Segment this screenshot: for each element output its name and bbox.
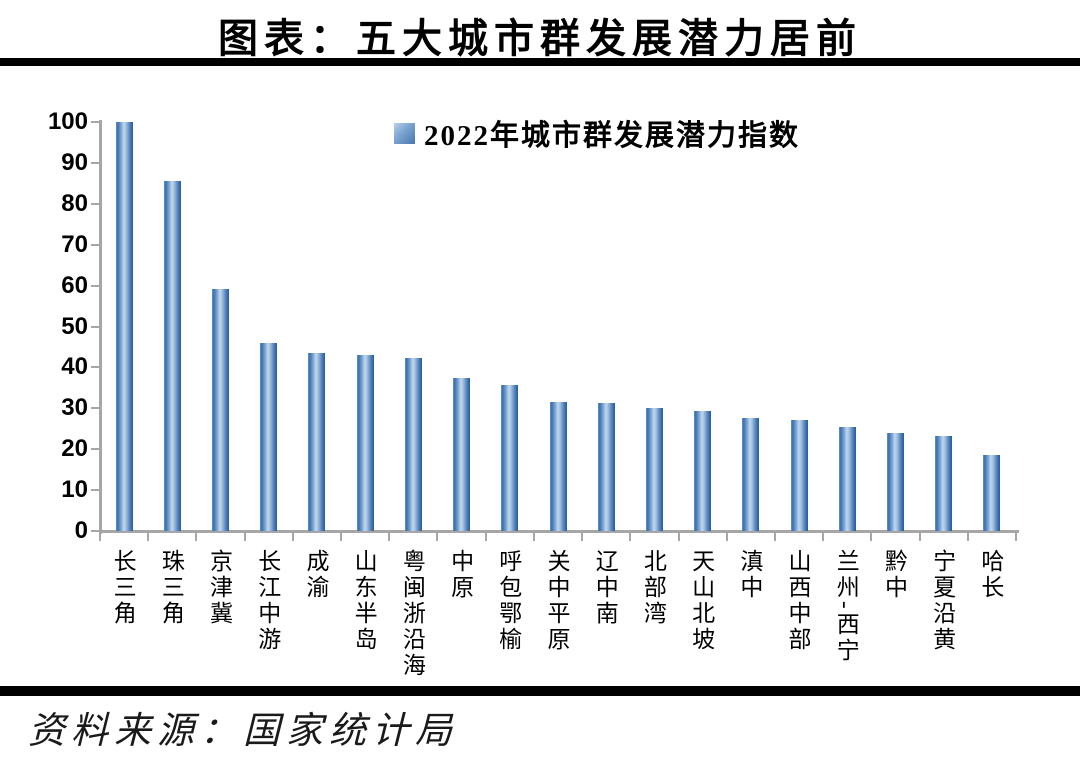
x-axis-tick-mark [581, 533, 584, 541]
bar [742, 418, 760, 531]
y-axis-tick-label: 20 [61, 435, 88, 463]
x-axis-category-label: 关中平原 [544, 549, 569, 653]
legend-marker-icon [394, 122, 415, 144]
y-axis-line [99, 120, 102, 534]
x-axis-tick-mark [822, 533, 825, 541]
x-axis-category-label: 京津冀 [206, 549, 232, 627]
x-axis-category-label: 兰州-西宁 [833, 549, 859, 664]
y-axis-tick-mark [91, 530, 100, 532]
x-axis-category-label: 长三角 [110, 549, 136, 627]
bar [501, 384, 519, 531]
y-axis-tick-mark [91, 121, 100, 123]
y-axis-tick-mark [91, 243, 100, 246]
x-axis-tick-mark [532, 533, 535, 541]
x-axis-category-label: 滇中 [736, 549, 762, 601]
y-axis-tick-mark [91, 407, 100, 410]
bar [838, 427, 856, 531]
x-axis-category-label: 珠三角 [158, 549, 184, 627]
page-title: 图表：五大城市群发展潜力居前 [218, 16, 862, 61]
bar [308, 353, 326, 531]
x-axis-tick-mark [340, 533, 343, 541]
x-axis-category-label: 宁夏沿黄 [929, 549, 955, 653]
bar [645, 408, 663, 531]
bar [260, 342, 278, 531]
y-axis-tick-label: 50 [61, 312, 88, 340]
bar [935, 436, 953, 531]
y-axis-tick-label: 80 [61, 189, 88, 217]
x-axis-tick-mark [629, 533, 632, 541]
y-axis-tick-label: 70 [61, 230, 88, 258]
x-axis-tick-mark [291, 533, 294, 541]
x-axis-category-label: 中原 [447, 549, 473, 601]
y-axis-tick-label: 30 [61, 394, 88, 422]
x-axis-category-label: 辽中南 [592, 549, 618, 627]
x-axis-tick-mark [918, 533, 921, 541]
y-axis-tick-mark [91, 284, 100, 287]
x-axis-tick-mark [99, 533, 101, 541]
x-axis-tick-mark [870, 533, 873, 541]
y-axis-tick-mark [91, 202, 100, 205]
bar [453, 377, 471, 531]
x-axis-tick-mark [1015, 533, 1017, 541]
x-axis-category-label: 北部湾 [640, 549, 666, 627]
x-axis-tick-mark [388, 533, 391, 541]
bar [404, 357, 422, 531]
y-axis-tick-mark [91, 325, 100, 328]
bar [886, 432, 904, 531]
x-axis-tick-mark [484, 533, 487, 541]
bar [790, 420, 808, 531]
y-axis-tick-label: 100 [47, 108, 88, 135]
legend-label: 2022年城市群发展潜力指数 [424, 120, 801, 152]
x-axis-category-label: 哈长 [977, 549, 1003, 601]
x-axis-category-label: 黔中 [881, 549, 907, 601]
bar [597, 402, 615, 531]
bar [983, 454, 1001, 531]
chart-legend: 2022年城市群发展潜力指数 [394, 112, 800, 154]
y-axis-tick-label: 10 [61, 476, 88, 504]
x-axis-category-label: 山西中部 [785, 549, 811, 653]
x-axis-category-label: 天山北坡 [688, 549, 714, 653]
bar [549, 401, 567, 531]
bar [115, 122, 133, 531]
x-axis-tick-mark [243, 533, 246, 541]
y-axis-tick-label: 0 [74, 517, 88, 544]
bar [163, 180, 181, 531]
x-axis-tick-mark [677, 533, 680, 541]
y-axis-tick-mark [91, 489, 100, 492]
source-note: 资料来源：国家统计局 [28, 711, 458, 752]
x-axis-line [99, 530, 1019, 533]
bar [694, 410, 712, 531]
bar [212, 289, 230, 531]
x-axis-tick-mark [725, 533, 728, 541]
y-axis-tick-label: 40 [61, 353, 88, 381]
x-axis-category-label: 山东半岛 [351, 549, 377, 653]
y-axis-tick-mark [91, 161, 100, 164]
x-axis-category-label: 粤闽浙沿海 [399, 549, 425, 679]
x-axis-tick-mark [436, 533, 439, 541]
x-axis-tick-mark [147, 533, 150, 541]
x-axis-category-label: 长江中游 [254, 549, 280, 653]
x-axis-category-label: 成渝 [302, 549, 328, 601]
y-axis-tick-label: 60 [61, 271, 88, 299]
x-axis-tick-mark [773, 533, 776, 541]
x-axis-tick-mark [195, 533, 198, 541]
x-axis-category-label: 呼包鄂榆 [495, 549, 521, 653]
y-axis-tick-mark [91, 366, 100, 369]
title-divider [0, 58, 1080, 66]
y-axis-tick-mark [91, 448, 100, 451]
x-axis-tick-mark [966, 533, 969, 541]
bar [356, 355, 374, 531]
y-axis-tick-label: 90 [61, 148, 88, 176]
source-divider [0, 686, 1080, 696]
